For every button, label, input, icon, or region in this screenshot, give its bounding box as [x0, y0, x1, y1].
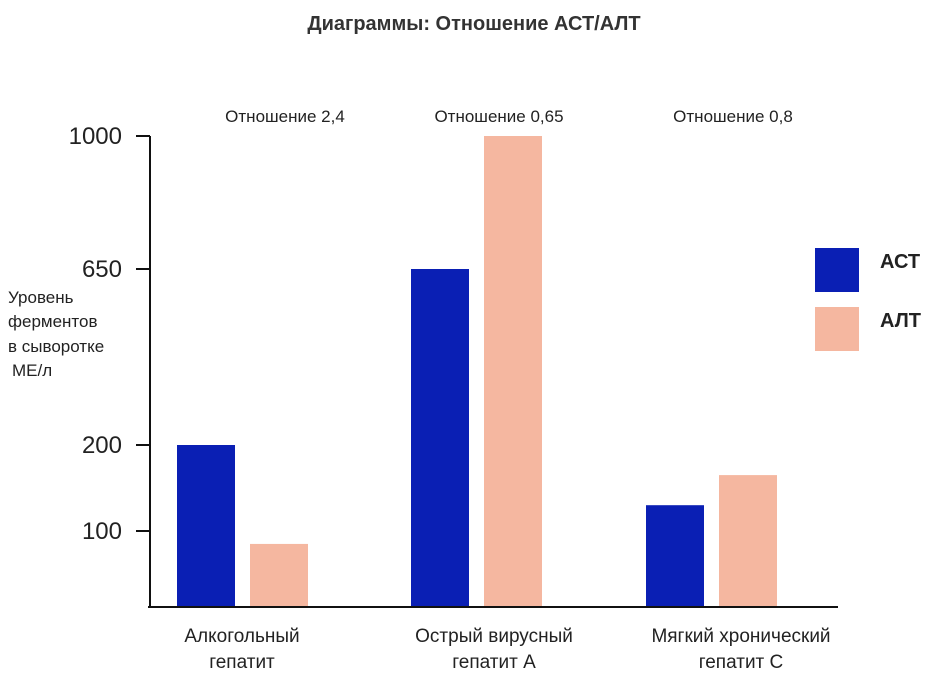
bar-alt-2	[484, 136, 542, 607]
y-axis-label-line: Уровень	[8, 288, 74, 307]
category-label-line: гепатит А	[452, 652, 536, 673]
x-axis-category-labels: Алкогольный гепатит Острый вирусный гепатит…	[184, 626, 830, 673]
chart-title: Диаграммы: Отношение АСТ/АЛТ	[307, 13, 640, 35]
category-label-line: Алкогольный	[184, 626, 299, 647]
legend-label-alt: АЛТ	[880, 310, 921, 332]
y-tick-label: 200	[82, 432, 122, 459]
y-axis-label-line: МЕ/л	[12, 361, 52, 380]
legend: АСТ АЛТ	[815, 248, 921, 351]
bar-alt-1	[250, 543, 308, 607]
legend-label-ast: АСТ	[880, 251, 920, 273]
y-axis-ticks: 100 200 650 1000	[69, 123, 150, 545]
ratio-label: Отношение 0,8	[673, 107, 793, 126]
category-label-line: гепатит	[209, 652, 275, 673]
y-axis-label-line: в сыворотке	[8, 337, 104, 356]
legend-swatch-ast	[815, 248, 859, 292]
y-axis-label: Уровень ферментов в сыворотке МЕ/л	[8, 288, 104, 380]
ratio-label: Отношение 2,4	[225, 107, 345, 126]
bar-ast-2	[411, 269, 469, 607]
y-tick-label: 100	[82, 518, 122, 545]
y-tick-label: 1000	[69, 123, 122, 150]
ratio-labels: Отношение 2,4 Отношение 0,65 Отношение 0,8	[225, 107, 793, 126]
bar-alt-3	[719, 475, 777, 607]
ratio-label: Отношение 0,65	[434, 107, 563, 126]
legend-swatch-alt	[815, 307, 859, 351]
bar-ast-1	[177, 445, 235, 607]
y-tick-label: 650	[82, 256, 122, 283]
category-label-line: гепатит С	[699, 652, 784, 673]
category-label-line: Мягкий хронический	[651, 626, 830, 647]
bars	[177, 136, 777, 607]
category-label-line: Острый вирусный	[415, 626, 573, 647]
y-axis-label-line: ферментов	[8, 312, 98, 331]
bar-ast-3	[646, 505, 704, 607]
